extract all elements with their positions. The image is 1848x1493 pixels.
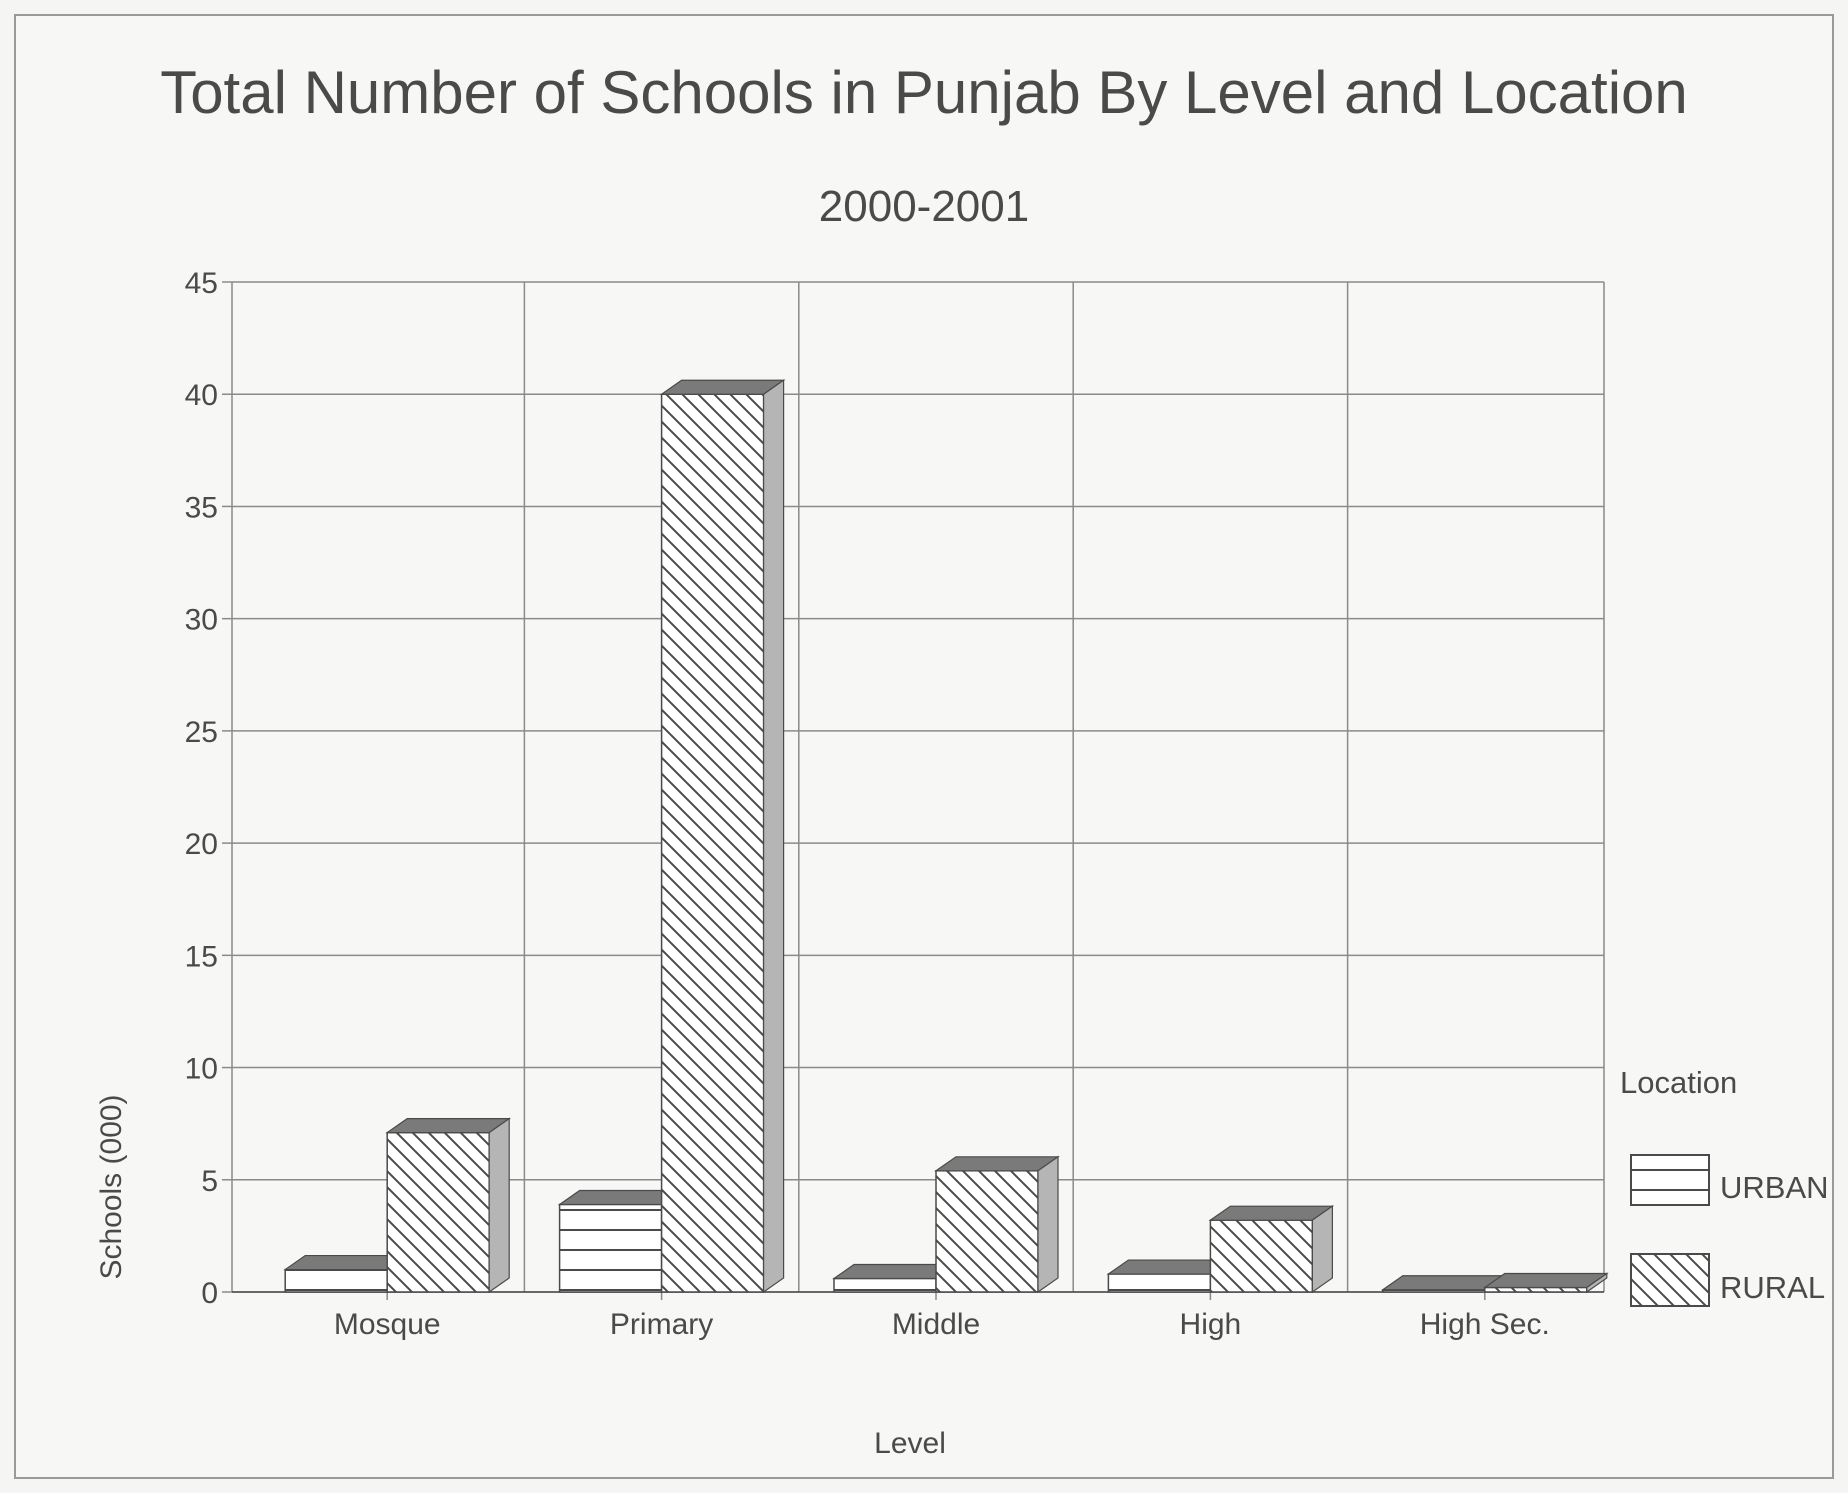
bars-layer [283,379,1609,1294]
bar-side [762,379,785,1294]
legend-label-rural: RURAL [1720,1270,1825,1305]
x-tick-label-primary: Primary [610,1308,713,1341]
labels-layer: 0 5 10 15 20 25 30 35 40 45 Mosque Primary Middle Hig… [185,267,1550,1341]
chart-title: Total Number of Schools in Punjab By Lev… [160,59,1688,126]
x-axis-label: Level [874,1427,946,1460]
bar-front [386,1131,490,1293]
bar-front [833,1277,937,1293]
bar-front [284,1268,388,1293]
y-tick-label-35: 35 [185,491,218,524]
legend-swatch-urban [1630,1154,1710,1206]
bar-rural-primary [659,379,786,1294]
legend-label-urban: URBAN [1720,1170,1829,1205]
bar-side [488,1117,510,1294]
bar-top [934,1156,1060,1172]
y-tick-label-15: 15 [185,940,218,973]
x-tick-label-mosque: Mosque [334,1308,441,1341]
bar-urban-primary [557,1189,684,1293]
y-tick-label-0: 0 [201,1277,218,1310]
bar-front [660,393,765,1293]
bar-side [1037,1155,1059,1294]
bar-front [1209,1219,1314,1293]
y-axis-label: Schools (000) [95,1094,128,1279]
y-tick-label-10: 10 [185,1053,218,1086]
bar-urban-mosque [283,1254,410,1293]
bar-side [1311,1205,1334,1294]
bar-front [1107,1273,1212,1293]
bar-front [935,1170,1039,1293]
bar-side [1586,1272,1608,1294]
x-tick-label-middle: Middle [892,1308,980,1341]
bar-urban-high [1106,1259,1233,1293]
y-tick-label-45: 45 [185,267,218,300]
bar-rural-mosque [385,1117,512,1294]
chart-frame [14,14,1834,1479]
y-tick-label-20: 20 [185,828,218,861]
legend-swatch-rural [1630,1253,1710,1307]
chart-subtitle: 2000-2001 [818,182,1030,231]
bar-top [659,379,786,395]
x-tick-label-high: High [1180,1308,1242,1341]
bar-front [1484,1286,1588,1293]
y-tick-label-5: 5 [201,1165,218,1198]
bar-front [558,1203,663,1293]
bar-rural-middle [934,1155,1060,1294]
bar-rural-high [1208,1205,1335,1294]
legend-title: Location [1620,1065,1737,1100]
y-tick-label-40: 40 [185,379,218,412]
y-tick-label-30: 30 [185,604,218,637]
x-tick-label-high-sec-: High Sec. [1420,1308,1550,1341]
bar-top [1208,1205,1335,1221]
legend: Location URBAN RURAL [1620,1065,1829,1307]
bar-rural-high-sec- [1482,1272,1609,1294]
bar-top [385,1118,512,1134]
bar-top [1482,1272,1609,1289]
y-tick-label-25: 25 [185,716,218,749]
